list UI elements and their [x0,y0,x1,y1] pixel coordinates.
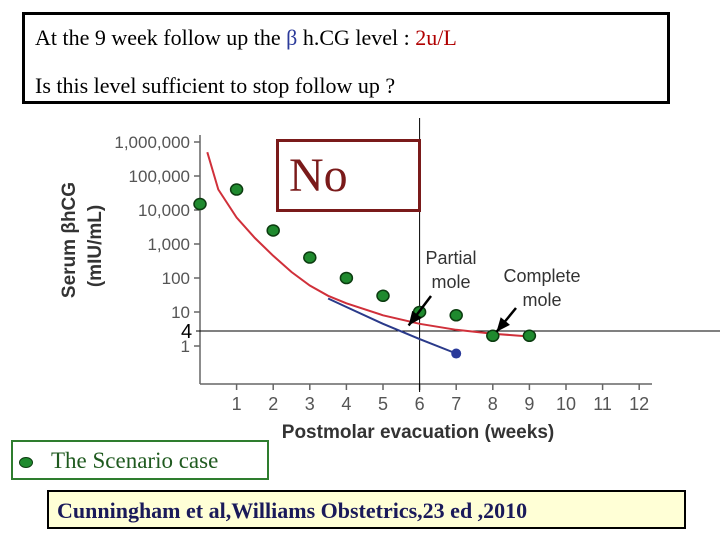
x-tick-label: 2 [268,394,278,414]
annotation-arrowhead [408,310,422,326]
scenario-point [486,329,500,343]
y-tick-label: 1,000,000 [114,133,190,152]
beta-symbol: β [286,25,298,50]
annotation-label: Complete [503,266,580,286]
scenario-point [303,251,317,264]
y-tick-label: 100,000 [129,167,190,186]
partial-mole-curve [206,151,530,338]
question-prefix: At the 9 week follow up the [35,25,287,50]
complete-mole-end-marker [451,348,462,359]
scenario-point [522,329,537,343]
annotation-label: mole [431,272,470,292]
x-tick-label: 10 [556,394,576,414]
y-tick-label: 10,000 [138,201,190,220]
y-axis-label: Serum βhCG [59,182,80,298]
scenario-marker-icon [19,457,33,468]
annotation-label: Partial [425,248,476,268]
chart-annotations: Partial mole Complete mole [407,248,581,333]
x-tick-label: 7 [451,394,461,414]
scenario-point [229,183,244,196]
scenario-legend: The Scenario case [11,440,269,480]
x-tick-label: 12 [629,394,649,414]
scenario-label: The Scenario case [51,448,219,473]
annotation-arrowhead [496,317,510,332]
scenario-point [266,224,280,237]
y-tick-label: 1,000 [147,235,190,254]
complete-mole-curve [327,297,457,355]
x-tick-label: 4 [341,394,351,414]
x-tick-label: 3 [305,394,315,414]
citation-text: Cunningham et al,Williams Obstetrics,23 … [57,498,528,523]
x-tick-label: 1 [232,394,242,414]
hcg-value: 2u/L [415,25,457,50]
scenario-point [376,289,390,303]
scenario-point [449,309,463,322]
scenario-point [193,197,207,211]
question-line-1: At the 9 week follow up the β h.CG level… [35,25,457,51]
x-tick-label: 11 [593,394,612,414]
answer-text: No [289,149,348,202]
scenario-point [339,271,354,285]
question-line-2: Is this level sufficient to stop follow … [35,73,396,98]
question-box: At the 9 week follow up the β h.CG level… [22,12,670,104]
annotation-label: mole [522,290,561,310]
reference-line-label: 4 [181,321,192,343]
y-axis-unit: (mIU/mL) [85,205,106,287]
x-tick-label: 9 [524,394,534,414]
y-tick-label: 100 [162,269,190,288]
x-tick-label: 6 [415,394,425,414]
x-axis-label: Postmolar evacuation (weeks) [282,422,554,443]
x-tick-label: 5 [378,394,388,414]
x-tick-label: 8 [488,394,498,414]
question-middle: h.CG level : [297,25,416,50]
y-tick-label: 1 [181,337,190,356]
y-tick-label: 10 [171,303,190,322]
citation-box: Cunningham et al,Williams Obstetrics,23 … [47,490,686,529]
answer-box: No [276,139,421,212]
